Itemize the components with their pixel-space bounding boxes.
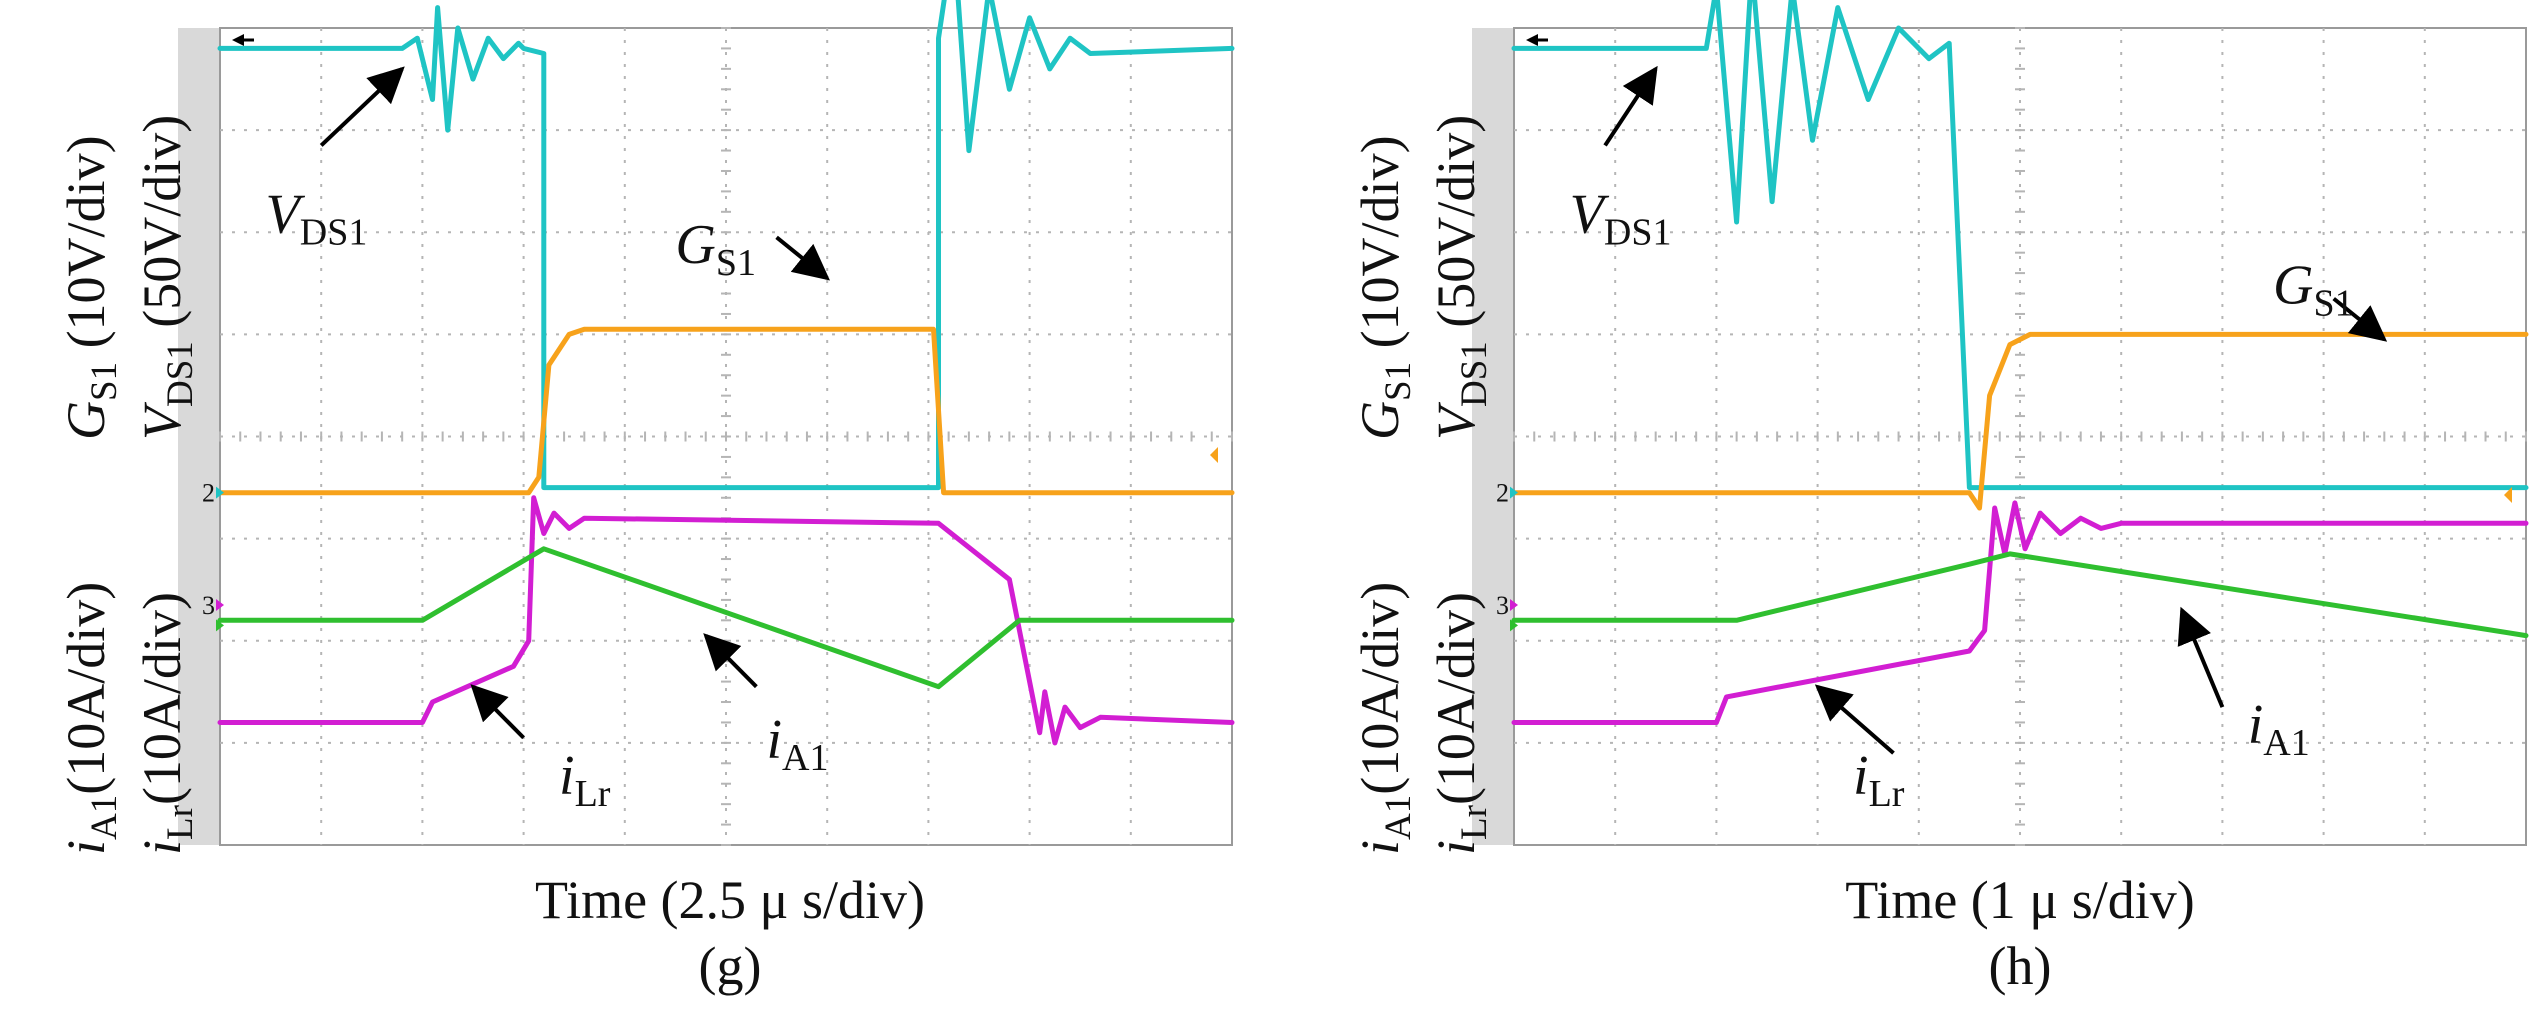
annotation-group [1603,65,2388,755]
label-g-s1: GS1 [2273,255,2354,325]
trace-label-group: VDS1 GS1 iLr iA1 [1570,183,2354,815]
annotation-arrow [1814,684,1895,755]
label-i-a1: iA1 [766,709,828,779]
channel-marker-arrow [1510,486,1518,499]
annotation-arrow [2177,606,2225,708]
channel-marker-group: 23 [1496,479,1518,632]
channel-marker: 3 [1496,591,1509,620]
trace-i-lr [217,495,1235,746]
channel-marker: 2 [1496,479,1509,508]
trace-v-ds1 [1511,0,2529,491]
annotation-arrow [775,235,831,281]
channel-marker-arrow [216,619,224,632]
channel-marker-arrow [216,486,224,499]
trace-i-lr [1511,500,2529,725]
trace-v-ds1 [217,0,1235,491]
trace-g-s1 [217,326,1235,496]
channel-marker-arrow [1510,599,1518,612]
label-v-ds1: VDS1 [1570,183,1672,253]
y-label-ia1: iA1(10A/div) [1350,582,1419,855]
y-label-gs1: GS1 (10V/div) [1350,135,1419,440]
y-label-gs1: GS1 (10V/div) [56,135,125,440]
x-axis-label: Time (2.5 μ s/div) [535,870,925,930]
trigger-level-icon [2504,487,2512,503]
scope-bezel [178,28,220,845]
annotation-arrow [1603,65,1658,147]
trace-group [217,0,1235,746]
y-axis-labels: GS1 (10V/div)VDS1 (50V/div) iA1(10A/div)i… [56,115,201,855]
panel-caption: (g) [699,936,762,996]
scope-bezel [1472,28,1514,845]
annotation-arrow [470,684,526,740]
scope-trigger-icon [1526,34,1548,46]
label-i-a1: iA1 [2248,694,2310,764]
trigger-level-icon [1210,447,1218,463]
trace-g-s1 [1511,331,2529,511]
y-axis-labels: GS1 (10V/div)VDS1 (50V/div) iA1(10A/div)i… [1350,115,1495,855]
annotation-arrow [2332,297,2388,342]
annotation-group [319,66,831,740]
channel-marker-group: 23 [202,479,224,632]
annotation-arrow [703,633,758,689]
trace-group [1511,0,2529,725]
channel-marker-arrow [216,599,224,612]
label-i-lr: iLr [559,745,611,815]
panel-caption: (h) [1989,936,2052,996]
trace-i-a1 [1511,551,2529,639]
x-axis-label: Time (1 μ s/div) [1845,870,2195,930]
annotation-arrow [319,66,405,147]
trace-label-group: VDS1 GS1 iLr iA1 [266,183,829,815]
label-v-ds1: VDS1 [266,183,368,253]
label-i-lr: iLr [1853,745,1905,815]
scope-grid [1513,27,2527,846]
scope-grid [219,27,1233,846]
channel-marker: 2 [202,479,215,508]
trace-i-a1 [217,546,1235,690]
channel-marker-arrow [1510,619,1518,632]
y-label-ilr: iLr(10A/div) [132,592,201,855]
label-g-s1: GS1 [675,214,756,284]
channel-marker: 3 [202,591,215,620]
y-label-ilr: iLr(10A/div) [1426,592,1495,855]
y-label-ia1: iA1(10A/div) [56,582,125,855]
scope-trigger-icon [232,34,254,46]
y-label-vds1: VDS1 (50V/div) [1426,115,1495,440]
y-label-vds1: VDS1 (50V/div) [132,115,201,440]
